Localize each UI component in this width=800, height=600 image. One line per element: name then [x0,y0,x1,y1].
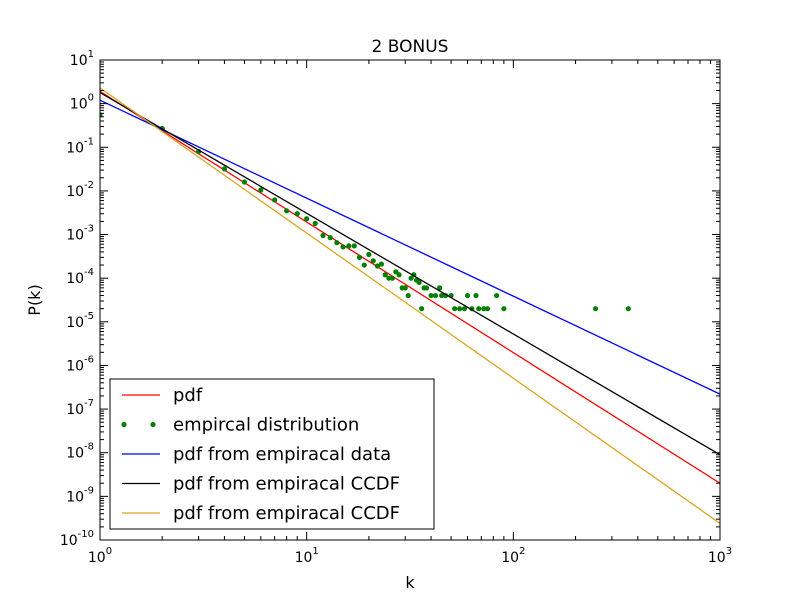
legend-marker-swatch [121,421,127,428]
series-point [334,240,340,246]
legend-label: pdf from empiracal data [173,444,391,465]
series-point [327,235,333,241]
series-point [374,263,381,269]
y-tick-label: 100 [70,93,94,113]
series-point [221,166,228,172]
series-point [452,306,458,312]
x-tick-label: 103 [708,546,732,566]
series-point [346,243,352,249]
series-point [312,220,318,227]
series-point [241,179,248,185]
series-line [100,87,720,524]
legend-label: pdf [173,385,203,406]
y-tick-label: 101 [70,49,94,69]
y-axis-title: P(k) [25,284,44,315]
series-point [361,262,367,268]
y-tick-label: 10-5 [66,311,94,331]
series-point [396,272,402,278]
y-tick-label: 10-4 [66,267,94,287]
y-tick-label: 10-10 [60,529,94,549]
x-tick-label: 101 [295,546,319,566]
series-point [461,306,468,312]
x-axis-title: k [405,573,415,592]
series-point [284,208,290,214]
series-point [473,292,479,299]
series-point [419,306,425,312]
series-point [592,306,599,312]
series-point [272,197,278,203]
y-tick-label: 10-1 [66,136,94,156]
plot-frame [99,59,721,541]
chart-title: 2 BONUS [372,37,449,57]
legend: pdf empircal distribution pdf from empirac… [109,378,435,530]
legend-marker-swatch [150,421,156,428]
series-point [481,306,487,312]
series-point [476,306,482,312]
x-tick-label: 102 [501,546,525,566]
y-tick-label: 10-9 [66,485,94,505]
series-point [408,275,414,281]
series-point [258,187,264,193]
series-point [625,306,631,312]
series-point [423,285,430,291]
series-point [501,306,507,312]
series-point [464,292,471,299]
series-point [494,292,500,299]
series-point [320,232,326,239]
series-point [351,243,357,249]
series-line [100,91,720,456]
series-point [402,285,408,291]
series-point [457,306,463,312]
series-point [405,292,411,299]
legend-label: pdf from empiracal CCDF [173,474,400,495]
series-point [304,216,310,222]
series-point [484,306,491,312]
series-point [378,261,385,267]
series-point [340,244,346,250]
series-point [382,272,388,278]
y-tick-label: 10-7 [66,398,94,418]
y-tick-label: 10-8 [66,442,94,462]
series-line [100,99,720,395]
legend-label: empircal distribution [173,415,359,436]
y-tick-label: 10-2 [66,180,94,200]
ticks-layer: 100 101 102 103 10-10 10-9 10-8 10-7 10-6 10-5 10-… [60,49,732,566]
series-point [366,251,372,258]
series-point [428,292,434,299]
x-tick-label: 100 [88,546,112,566]
series-point [432,292,439,299]
series-point [416,279,422,286]
series-point [389,275,396,281]
legend-frame [109,378,435,530]
series-point [356,254,363,260]
series-layer [100,87,720,524]
y-tick-label: 10-6 [66,354,94,374]
series-point [439,292,445,299]
series-line [100,90,720,484]
legend-label: pdf from empiracal CCDF [173,503,400,524]
y-tick-label: 10-3 [66,224,94,244]
series-point [437,285,443,291]
series-point [294,211,300,217]
series-point [370,258,376,264]
